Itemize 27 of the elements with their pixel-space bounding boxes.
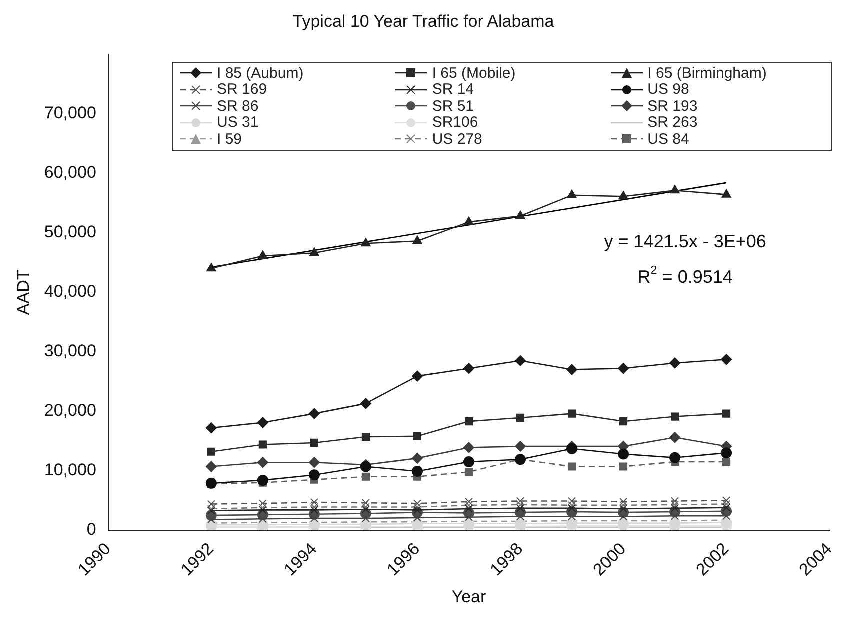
y-tick-label: 10,000 xyxy=(44,460,96,480)
y-axis-title: AADT xyxy=(14,270,33,316)
y-tick-label: 70,000 xyxy=(44,104,96,123)
legend-label: SR 86 xyxy=(216,98,260,115)
legend-label: SR 193 xyxy=(646,98,699,115)
legend-label: SR 263 xyxy=(646,114,699,132)
legend-label: I 65 (Birmingham) xyxy=(646,64,768,82)
legend-label: US 31 xyxy=(216,114,260,132)
annotation: y = 1421.5x - 3E+06 xyxy=(604,231,766,252)
legend-label: US 84 xyxy=(646,130,690,148)
legend-label: I 85 (Aubum) xyxy=(216,64,305,82)
legend-label: SR 14 xyxy=(431,81,474,98)
x-axis-title: Year xyxy=(452,587,486,606)
legend-label: US 98 xyxy=(646,81,690,98)
legend-label: I 59 xyxy=(216,130,244,148)
y-tick-label: 20,000 xyxy=(44,401,96,420)
legend-label: I 65 (Mobile) xyxy=(431,64,517,82)
y-tick-label: 40,000 xyxy=(44,282,96,302)
y-tick-label: 60,000 xyxy=(44,163,96,182)
chart-title: Typical 10 Year Traffic for Alabama xyxy=(292,12,555,31)
y-tick-label: 30,000 xyxy=(44,342,96,361)
y-tick-label: 0 xyxy=(86,520,96,540)
legend-label: SR 51 xyxy=(431,98,476,115)
y-tick-label: 50,000 xyxy=(44,222,96,242)
legend-label: SR106 xyxy=(431,114,480,132)
legend-label: SR 169 xyxy=(216,81,268,98)
legend-label: US 278 xyxy=(431,130,484,148)
